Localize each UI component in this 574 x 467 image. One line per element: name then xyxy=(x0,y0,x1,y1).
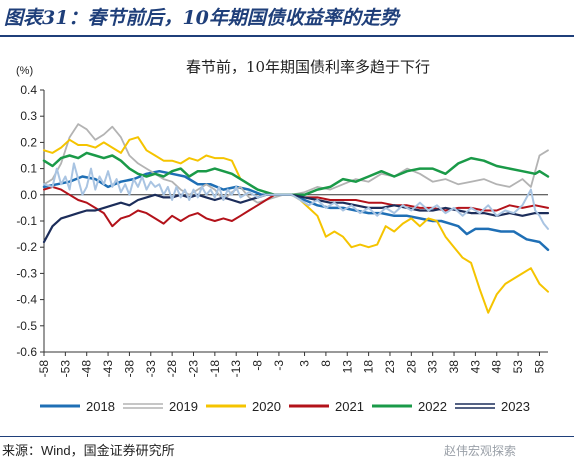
x-tick-label: 3 xyxy=(298,360,312,367)
x-tick-label: 33 xyxy=(426,360,440,374)
series-line-2023 xyxy=(42,193,550,244)
legend-label-2020: 2020 xyxy=(252,399,281,414)
x-tick-label: 48 xyxy=(490,360,504,374)
x-tick-label: 53 xyxy=(511,360,525,374)
chart-title: 春节前，10年期国债利率多趋于下行 xyxy=(186,58,430,76)
y-tick-label: 0.2 xyxy=(20,135,37,149)
y-tick-label: -0.4 xyxy=(16,293,37,307)
legend-label-2019: 2019 xyxy=(169,399,198,414)
series-line-2019 xyxy=(43,123,549,204)
y-tick-label: 0.4 xyxy=(20,83,37,97)
chart-axes: 0.40.30.20.10.0-0.1-0.2-0.3-0.4-0.5-0.6-… xyxy=(16,83,548,377)
y-tick-label: -0.5 xyxy=(16,319,37,333)
series-line-2021 xyxy=(43,185,549,228)
source-note: 来源：Wind，国金证券研究所 xyxy=(2,443,175,458)
series-line-2018 xyxy=(42,169,550,252)
x-tick-label: -28 xyxy=(165,360,179,378)
y-axis-unit: (%) xyxy=(16,65,33,77)
y-tick-label: 0.1 xyxy=(20,162,37,176)
x-tick-label: -43 xyxy=(101,360,115,378)
x-tick-label: 58 xyxy=(532,360,546,374)
x-tick-label: -18 xyxy=(208,360,222,378)
x-tick-label: -48 xyxy=(80,360,94,378)
x-tick-label: -13 xyxy=(229,360,243,378)
x-tick-label: -23 xyxy=(186,360,200,378)
source-divider xyxy=(0,436,574,437)
x-tick-label: -33 xyxy=(144,360,158,378)
legend-label-2018: 2018 xyxy=(86,399,115,414)
y-tick-label: -0.3 xyxy=(16,266,37,280)
series-line-2020 xyxy=(43,136,549,314)
y-tick-label: 0.0 xyxy=(20,188,37,202)
x-tick-label: -53 xyxy=(58,360,72,378)
watermark: 赵伟宏观探索 xyxy=(444,444,517,458)
legend-label-2021: 2021 xyxy=(335,399,364,414)
figure-title: 图表31：春节前后，10年期国债收益率的走势 xyxy=(4,7,399,29)
chart-series xyxy=(42,123,550,314)
chart-legend: 2018 2019 2020 2021 2022 2023 xyxy=(40,399,530,414)
legend-label-2023: 2023 xyxy=(501,399,530,414)
series-line-2022 xyxy=(42,151,550,197)
x-tick-label: 13 xyxy=(340,360,354,374)
title-divider xyxy=(0,35,574,37)
x-tick-label: -38 xyxy=(122,360,136,378)
x-tick-label: -58 xyxy=(37,360,51,378)
x-tick-label: -3 xyxy=(272,360,286,371)
legend-label-2022: 2022 xyxy=(418,399,447,414)
x-tick-label: 18 xyxy=(362,360,376,374)
y-tick-label: 0.3 xyxy=(20,109,37,123)
y-tick-label: -0.6 xyxy=(16,345,37,359)
y-tick-label: -0.2 xyxy=(16,240,37,254)
y-tick-label: -0.1 xyxy=(16,214,37,228)
line-chart: 0.40.30.20.10.0-0.1-0.2-0.3-0.4-0.5-0.6-… xyxy=(16,58,550,414)
x-tick-label: 43 xyxy=(468,360,482,374)
x-tick-label: -8 xyxy=(251,360,265,371)
x-tick-label: 8 xyxy=(319,360,333,367)
series-line-unlabeled-6 xyxy=(43,162,549,230)
x-tick-label: 38 xyxy=(447,360,461,374)
x-tick-label: 28 xyxy=(404,360,418,374)
x-tick-label: 23 xyxy=(383,360,397,374)
